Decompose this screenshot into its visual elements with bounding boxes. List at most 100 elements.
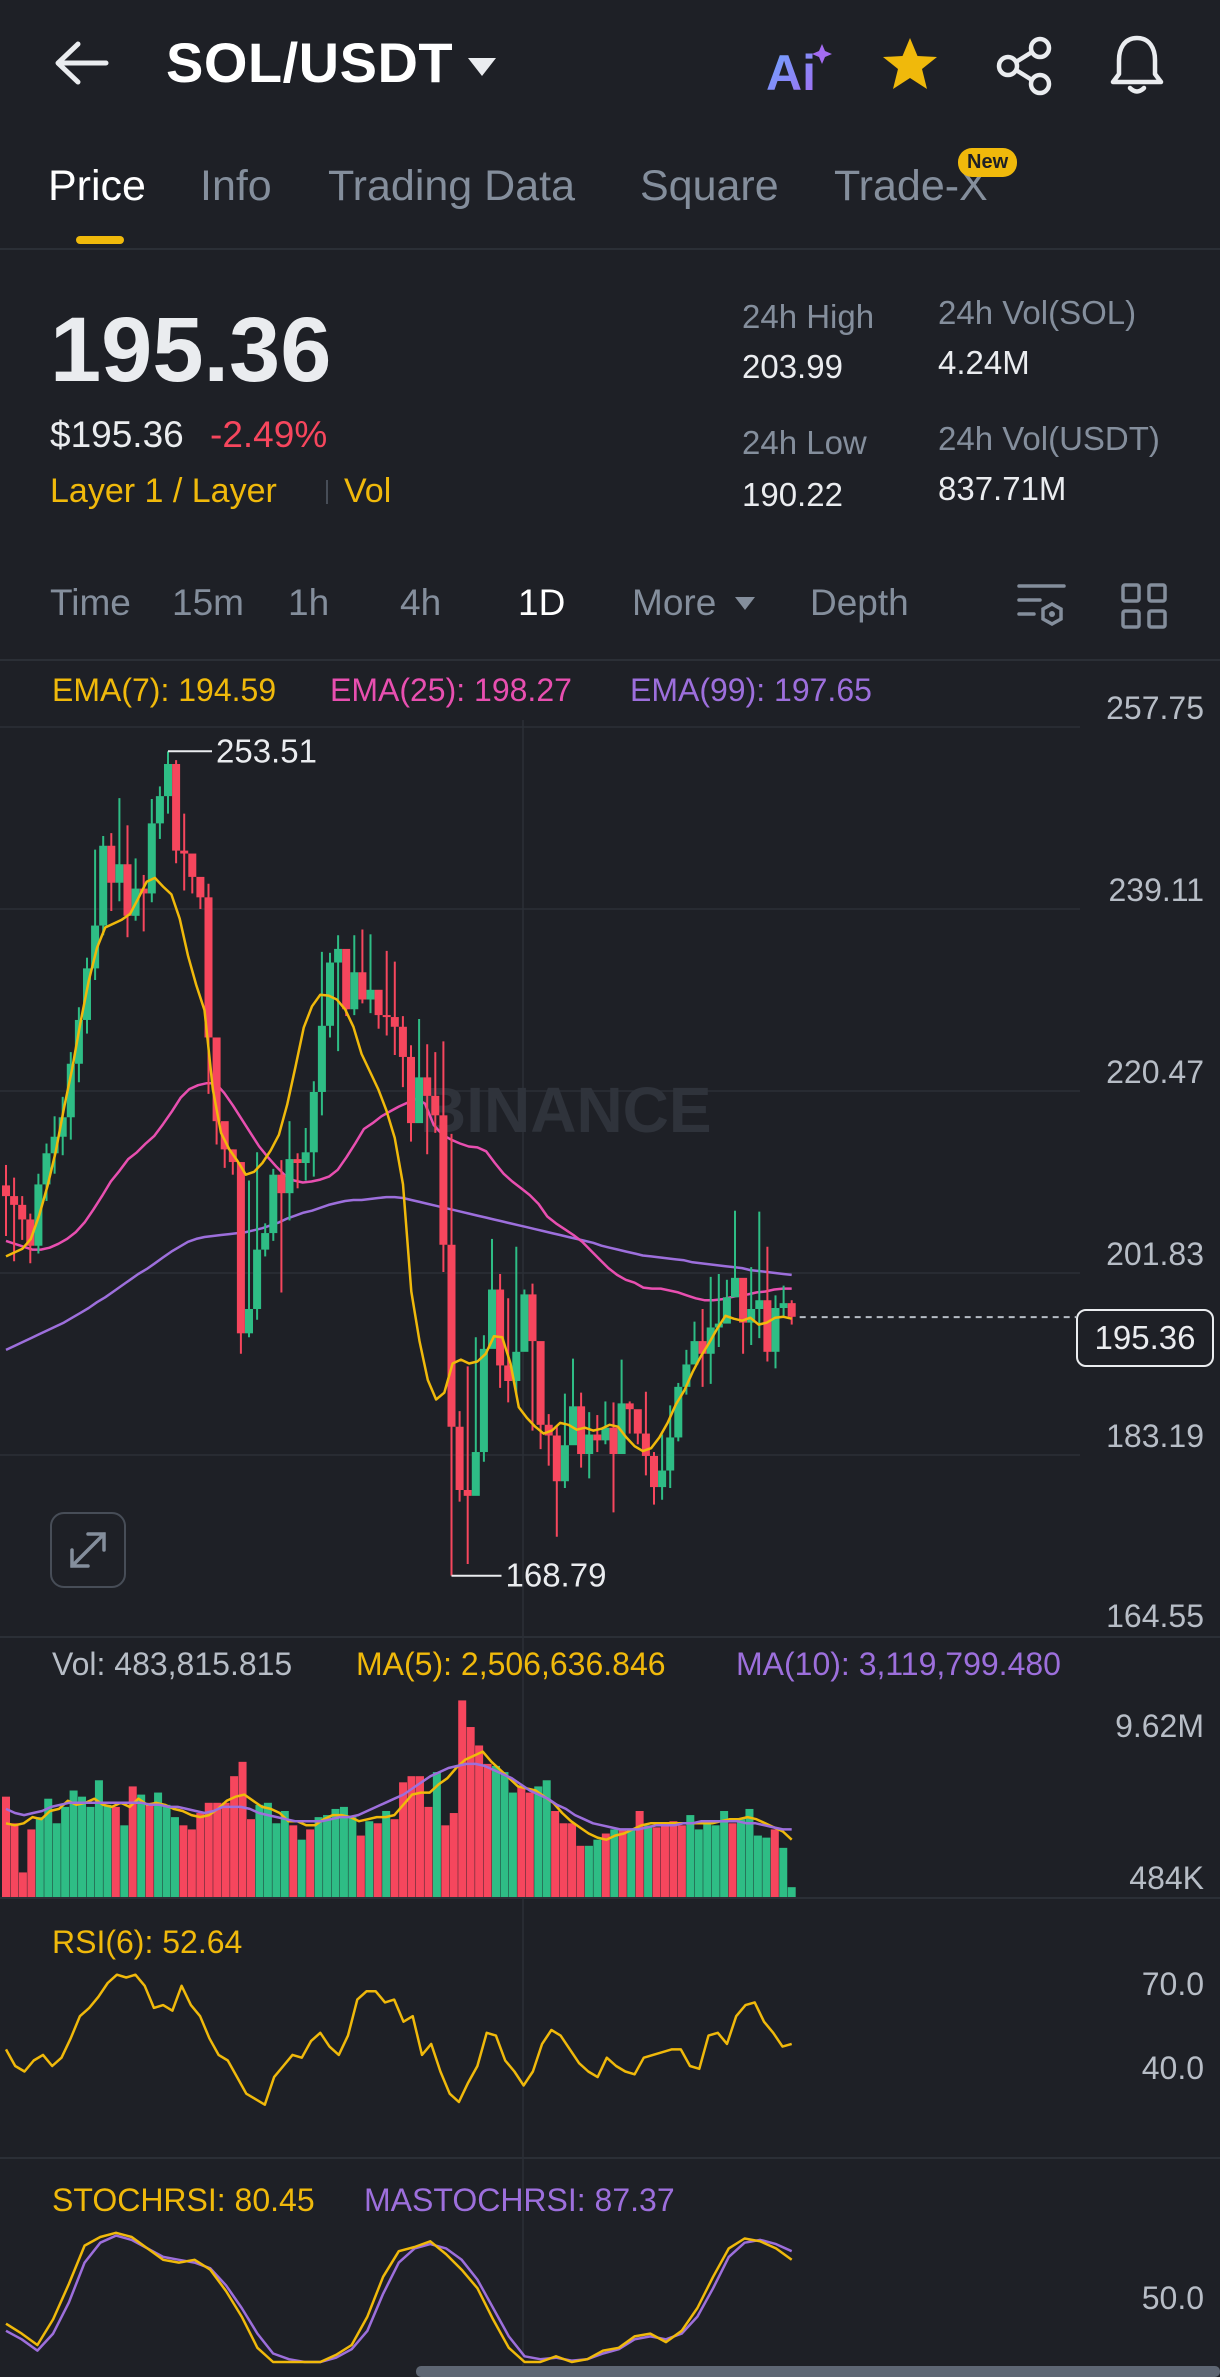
volume-axis-tick: 484K <box>1129 1860 1204 1896</box>
candle-body <box>147 823 156 894</box>
volume-bar <box>272 1823 281 1897</box>
candle-body <box>658 1470 667 1488</box>
candle-body <box>398 1026 407 1057</box>
volume-bar <box>627 1829 636 1897</box>
volume-ma5-series <box>5 1750 793 1841</box>
volume-bar <box>703 1821 712 1897</box>
candle-body <box>74 1019 83 1064</box>
interval-4h[interactable]: 4h <box>400 582 442 623</box>
volume-bar <box>779 1847 788 1897</box>
interval-depth[interactable]: Depth <box>810 582 909 623</box>
candle-body <box>261 1233 270 1250</box>
price-axis-tick: 220.47 <box>1106 1054 1204 1090</box>
candle-body <box>601 1427 610 1441</box>
candle-body <box>496 1289 505 1366</box>
active-tab-indicator <box>76 236 124 244</box>
volume-bar <box>424 1806 433 1897</box>
tab-trading-data[interactable]: Trading Data <box>328 162 575 210</box>
back-arrow-icon[interactable] <box>52 38 110 88</box>
volume-bar <box>686 1815 695 1897</box>
volume-bar <box>753 1835 762 1897</box>
candle-body <box>415 1077 424 1124</box>
volume-bar <box>348 1817 357 1897</box>
volume-bar <box>154 1792 163 1897</box>
favorite-star-icon[interactable] <box>880 36 940 92</box>
share-icon[interactable] <box>994 36 1056 96</box>
candle-body <box>569 1406 577 1446</box>
volume-bar <box>44 1798 53 1897</box>
interval-1d[interactable]: 1D <box>518 582 566 623</box>
candle-body <box>285 1159 294 1194</box>
price-axis-tick: 257.75 <box>1106 690 1204 726</box>
volume-bar <box>458 1700 467 1897</box>
ema7-series <box>5 876 792 1453</box>
interval-time[interactable]: Time <box>50 582 131 623</box>
ma10-label: MA(10): 3,119,799.480 <box>736 1646 1061 1682</box>
volume-label: Vol: 483,815.815 <box>52 1646 293 1682</box>
vol-usdt-value: 837.71M <box>938 470 1067 507</box>
candle-body <box>10 1196 19 1205</box>
ema25-series <box>5 1081 792 1302</box>
candle-body <box>253 1249 262 1309</box>
candle-body <box>520 1294 529 1352</box>
fullscreen-button[interactable] <box>50 1512 126 1588</box>
new-badge: New <box>958 148 1018 177</box>
candle-body <box>560 1445 569 1482</box>
candle-body <box>42 1153 51 1185</box>
interval-bar: Time 15m 1h 4h 1D More Depth <box>0 560 1220 660</box>
interval-1h[interactable]: 1h <box>288 582 330 623</box>
candle-body <box>269 1174 278 1234</box>
tab-price[interactable]: Price <box>48 162 146 210</box>
volume-bar <box>500 1772 509 1897</box>
chart-settings-icon[interactable] <box>1016 580 1068 630</box>
candle-body <box>115 864 124 883</box>
volume-bar <box>18 1872 27 1897</box>
candle-body <box>317 1025 326 1092</box>
tab-info[interactable]: Info <box>200 162 272 210</box>
candle-body <box>787 1303 796 1317</box>
volume-bar <box>221 1802 230 1897</box>
candle-body <box>722 1297 731 1324</box>
expand-icon <box>70 1532 106 1568</box>
volume-bar <box>365 1821 374 1897</box>
volume-bar <box>568 1823 577 1897</box>
category-tag[interactable]: Layer 1 / Layer <box>50 472 277 510</box>
volume-bar <box>542 1780 551 1897</box>
bell-icon[interactable] <box>1108 32 1166 96</box>
high-label: 24h High <box>742 298 875 335</box>
volume-bar <box>551 1810 560 1897</box>
candle-body <box>471 1452 480 1496</box>
candle-body <box>479 1348 488 1453</box>
volume-bar <box>644 1825 653 1897</box>
interval-more[interactable]: More <box>632 582 717 623</box>
volume-bar <box>280 1810 289 1897</box>
candle-body <box>731 1277 739 1298</box>
candle-body <box>455 1426 464 1491</box>
tab-square[interactable]: Square <box>640 162 779 210</box>
candle-body <box>431 1095 440 1116</box>
pair-title[interactable]: SOL/USDT <box>166 31 454 94</box>
volume-bar <box>170 1817 179 1897</box>
ai-icon[interactable]: Ai <box>764 40 834 96</box>
volume-bar <box>720 1810 729 1897</box>
layout-grid-icon[interactable] <box>1120 582 1168 630</box>
stochrsi-label: STOCHRSI: 80.45 <box>52 2182 315 2218</box>
ema7-label: EMA(7): 194.59 <box>52 672 277 708</box>
interval-15m[interactable]: 15m <box>172 582 244 623</box>
vol-tag[interactable]: Vol <box>344 472 392 510</box>
volume-bar <box>230 1776 239 1897</box>
ai-icon-label: Ai <box>766 45 816 96</box>
ema25-label: EMA(25): 198.27 <box>330 672 572 708</box>
candle-body <box>779 1303 788 1309</box>
volume-bar <box>559 1823 568 1897</box>
volume-bar <box>787 1887 796 1897</box>
price-change-percent: -2.49% <box>210 414 328 455</box>
more-dropdown-icon[interactable] <box>734 596 756 612</box>
volume-bar <box>356 1835 365 1897</box>
candle-body <box>552 1435 561 1482</box>
volume-bar <box>508 1792 517 1897</box>
candle-body <box>180 850 189 854</box>
pair-dropdown-icon[interactable] <box>466 56 498 78</box>
horizontal-scrollbar[interactable] <box>416 2366 1220 2377</box>
